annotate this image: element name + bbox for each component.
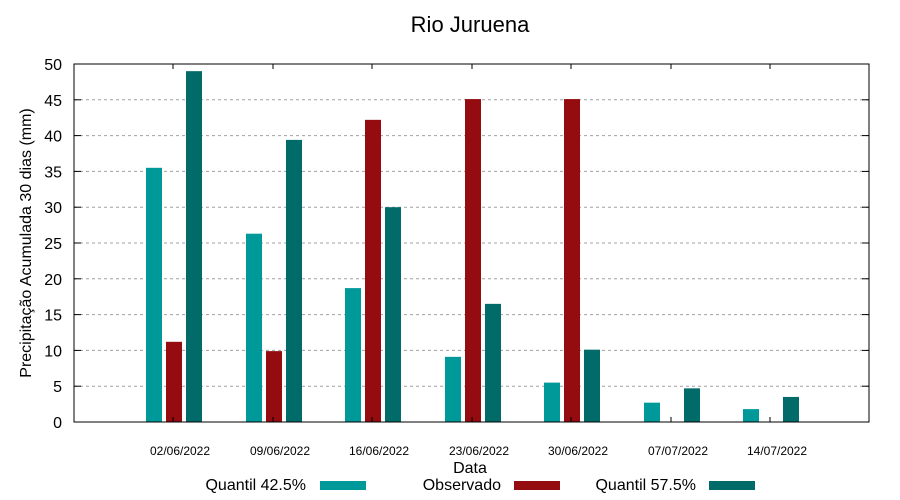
bar (246, 233, 262, 422)
x-tick-label: 16/06/2022 (349, 444, 409, 458)
x-tick-label: 02/06/2022 (150, 444, 210, 458)
y-axis-label: Precipitação Acumulada 30 dias (mm) (18, 108, 35, 377)
x-axis-ticks: 02/06/2022 09/06/2022 16/06/2022 23/06/2022… (150, 64, 807, 458)
legend-label: Quantil 57.5% (595, 477, 696, 494)
bar (385, 207, 401, 422)
legend-label: Observado (423, 477, 501, 494)
bar (286, 139, 302, 422)
y-tick-label: 25 (44, 236, 62, 253)
legend: Quantil 42.5% Observado Quantil 57.5% (205, 477, 755, 494)
y-tick-label: 50 (44, 57, 62, 74)
bar (644, 402, 660, 422)
y-tick-label: 30 (44, 200, 62, 217)
bar (465, 99, 481, 423)
legend-swatch (320, 481, 366, 490)
y-tick-label: 35 (44, 164, 62, 181)
x-tick-label: 07/07/2022 (648, 444, 708, 458)
legend-label: Quantil 42.5% (205, 477, 306, 494)
bars (146, 71, 799, 423)
legend-swatch (514, 481, 560, 490)
x-axis-label: Data (453, 460, 487, 477)
x-tick-label: 09/06/2022 (250, 444, 310, 458)
y-tick-label: 45 (44, 93, 62, 110)
x-tick-label: 23/06/2022 (449, 444, 509, 458)
x-tick-label: 14/07/2022 (747, 444, 807, 458)
bar (186, 71, 202, 422)
x-tick-label: 30/06/2022 (548, 444, 608, 458)
bar (544, 382, 560, 422)
bar (783, 396, 799, 422)
chart-title: Rio Juruena (411, 12, 530, 37)
y-tick-label: 0 (53, 415, 62, 432)
bar (146, 167, 162, 422)
y-axis-ticks: 0 5 10 15 20 25 30 35 40 45 50 (44, 57, 869, 432)
bar (584, 349, 600, 422)
y-tick-label: 15 (44, 308, 62, 325)
bar (564, 99, 580, 423)
y-tick-label: 5 (53, 379, 62, 396)
y-tick-label: 10 (44, 343, 62, 360)
bar (684, 388, 700, 422)
bar (166, 341, 182, 422)
bar (743, 409, 759, 422)
y-tick-label: 20 (44, 272, 62, 289)
bar (485, 303, 501, 422)
legend-swatch (709, 481, 755, 490)
bar (266, 351, 282, 422)
y-tick-label: 40 (44, 129, 62, 146)
bar (445, 356, 461, 422)
bar (345, 288, 361, 422)
bar (365, 119, 381, 423)
